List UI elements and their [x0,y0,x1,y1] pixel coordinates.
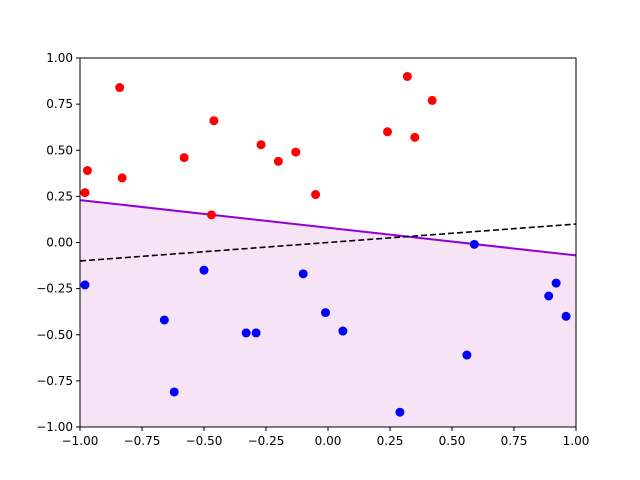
y-tick-label: 0.25 [46,189,73,203]
x-tick-label: 0.00 [315,434,342,448]
blue-data-point [544,291,554,301]
blue-data-point [551,278,561,288]
y-tick-label: −0.75 [36,374,73,388]
red-data-point [209,116,219,126]
y-tick-label: −0.50 [36,328,73,342]
blue-data-point [338,326,348,336]
y-tick-label: −1.00 [36,420,73,434]
blue-data-point [395,407,405,417]
axes: −1.00 −0.75 −0.50 −0.25 0.00 0.25 0.50 0.75 1.00… [36,51,589,448]
red-data-point [206,210,216,220]
blue-data-point [159,315,169,325]
decision-boundary-line [80,199,576,257]
x-tick-label: 0.50 [439,434,466,448]
x-tick-label: 1.00 [563,434,590,448]
x-tick-label: −0.50 [186,434,223,448]
red-data-point [402,71,412,81]
red-data-point [115,83,125,93]
y-tick-label: 0.75 [46,97,73,111]
x-tick-label: −0.75 [124,434,161,448]
blue-data-point [321,308,331,318]
red-data-point [311,190,321,200]
red-data-point [383,127,393,137]
plot-content [80,71,576,427]
x-tick-label: 0.25 [377,434,404,448]
blue-data-point [469,239,479,249]
blue-data-point [241,328,251,338]
x-tick-label: −1.00 [62,434,99,448]
blue-data-point [80,280,90,290]
x-tick-label: −0.25 [248,434,285,448]
red-data-point [256,140,266,150]
red-data-point [179,153,189,163]
y-tick-label: 1.00 [46,51,73,65]
plot-area [80,71,576,427]
blue-data-point [199,265,209,275]
y-tick-label: 0.00 [46,236,73,250]
blue-data-point [298,269,308,279]
dashed-reference-line [80,223,576,262]
blue-data-point [462,350,472,360]
y-tick-label: −0.25 [36,282,73,296]
blue-data-point [169,387,179,397]
red-data-point [117,173,127,183]
red-data-point [291,147,301,157]
red-data-point [427,95,437,105]
red-data-point [273,156,283,166]
blue-data-point [561,311,571,321]
red-data-point [410,132,420,142]
red-data-point [82,166,92,176]
blue-data-point [251,328,261,338]
red-data-point [80,188,90,198]
x-tick-label: 0.75 [501,434,528,448]
y-tick-label: 0.50 [46,143,73,157]
